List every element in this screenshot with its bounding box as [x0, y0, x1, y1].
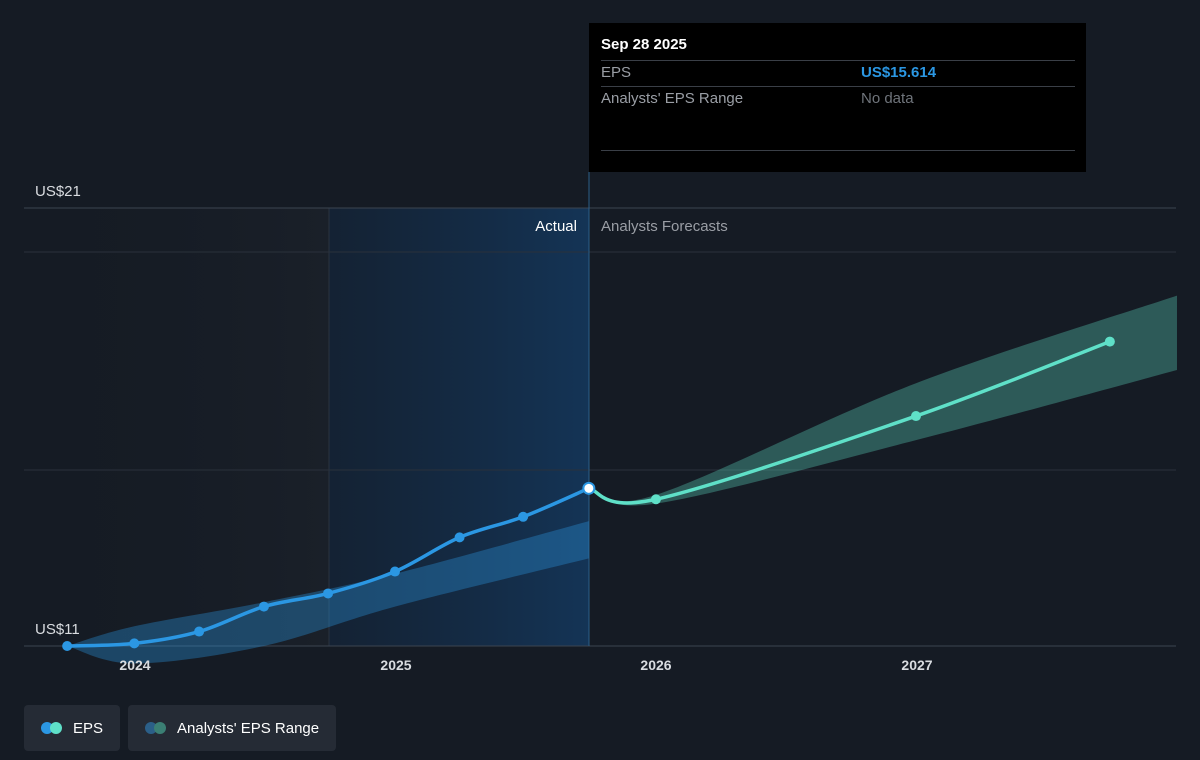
tooltip-date: Sep 28 2025 — [601, 36, 687, 53]
eps-point-9 — [650, 494, 661, 505]
y-label-bottom: US$11 — [35, 621, 80, 638]
eps-line-forecast — [587, 339, 1112, 505]
actual-label: Actual — [535, 218, 577, 235]
legend-range-label: Analysts' EPS Range — [177, 719, 320, 737]
x-tick-2024: 2024 — [119, 657, 150, 673]
eps-point-4 — [323, 588, 334, 599]
legend-range-button[interactable]: Analysts' EPS Range — [128, 705, 337, 751]
eps-point-11 — [1104, 336, 1115, 347]
eps-point-7 — [518, 511, 529, 522]
tooltip-row-eps: EPS US$15.614 — [601, 60, 1075, 86]
eps-point-0 — [62, 641, 73, 651]
tooltip: Sep 28 2025 EPS US$15.614 Analysts' EPS … — [589, 23, 1086, 172]
past-shade — [24, 208, 329, 646]
x-tick-2026: 2026 — [640, 657, 671, 673]
actual-region — [329, 208, 589, 646]
x-tick-2025: 2025 — [380, 657, 411, 673]
eps-point-1 — [129, 638, 140, 649]
y-label-top: US$21 — [35, 183, 81, 200]
legend-eps-label: EPS — [73, 719, 104, 737]
forecast-label: Analysts Forecasts — [601, 218, 728, 235]
eps-point-10 — [910, 411, 921, 422]
eps-point-2 — [194, 626, 205, 637]
tooltip-eps-value: US$15.614 — [861, 64, 937, 81]
tooltip-eps-label: EPS — [601, 64, 632, 81]
range-legend-icon — [145, 722, 169, 734]
eps-point-8 — [582, 481, 596, 495]
x-tick-2027: 2027 — [901, 657, 932, 673]
range-band-forecast — [588, 295, 1177, 506]
tooltip-range-label: Analysts' EPS Range — [601, 90, 744, 107]
eps-point-5 — [389, 566, 400, 577]
eps-point-3 — [258, 601, 269, 612]
legend: EPS Analysts' EPS Range — [24, 705, 337, 751]
tooltip-range-value: No data — [861, 90, 914, 107]
eps-point-6 — [454, 532, 465, 543]
eps-legend-icon — [41, 722, 65, 734]
tooltip-row-range: Analysts' EPS Range No data — [601, 86, 1075, 112]
legend-eps-button[interactable]: EPS — [24, 705, 121, 751]
tooltip-divider — [601, 150, 1075, 151]
